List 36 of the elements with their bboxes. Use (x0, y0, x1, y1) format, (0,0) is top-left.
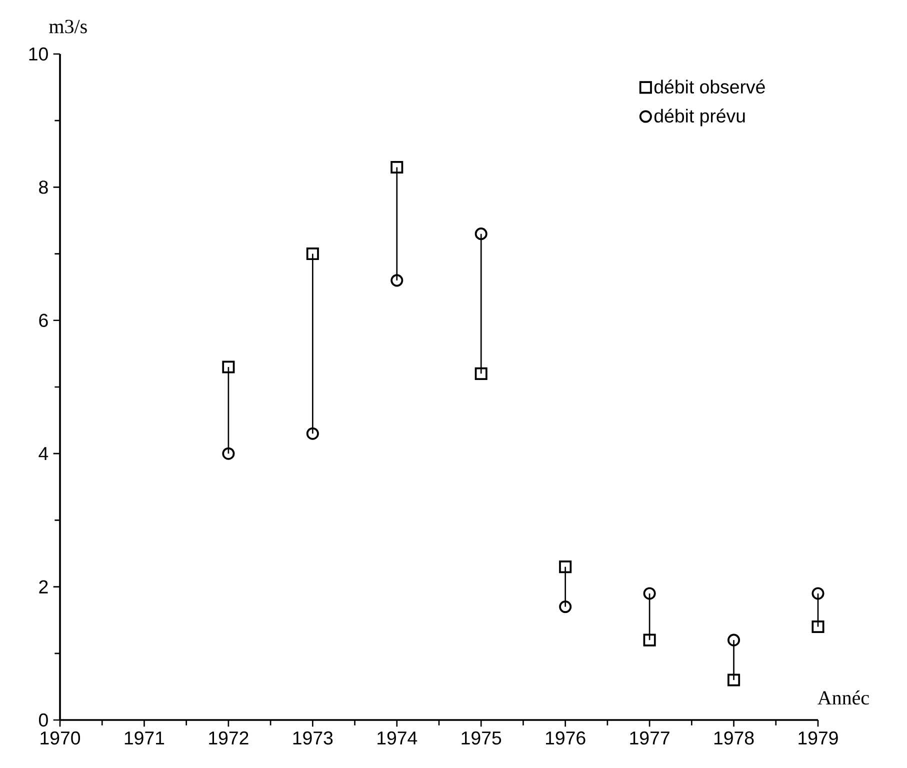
y-tick-label: 2 (39, 580, 48, 594)
x-tick-label: 1976 (546, 731, 586, 745)
x-tick-label: 1975 (462, 731, 502, 745)
point (728, 634, 740, 646)
point (390, 160, 404, 174)
point (728, 674, 740, 686)
point (306, 427, 319, 440)
point (474, 228, 488, 240)
y-tick-label: 10 (29, 47, 48, 61)
point (812, 587, 824, 600)
point (559, 600, 572, 614)
point (643, 634, 656, 646)
point (643, 587, 656, 600)
y-tick-label: 8 (39, 180, 48, 194)
x-tick-label: 1977 (630, 731, 670, 745)
point (559, 560, 572, 574)
point (222, 447, 235, 460)
x-tick-label: 1973 (293, 731, 333, 745)
y-tick-label: 4 (38, 447, 48, 460)
point (306, 248, 319, 260)
point (222, 360, 235, 374)
point (390, 274, 404, 287)
y-tick-label: 6 (39, 314, 48, 328)
x-tick-label: 1979 (798, 731, 838, 745)
y-axis-title: m3/s (49, 20, 87, 34)
y-tick-label: 0 (38, 713, 48, 727)
point (474, 367, 488, 380)
point (812, 620, 824, 634)
legend-label: débit observé (654, 80, 765, 94)
x-tick-label: 1972 (209, 731, 248, 745)
x-axis-title: Annéc (818, 690, 869, 705)
legend-label: débit prévu (654, 108, 745, 126)
x-tick-label: 1970 (40, 731, 80, 745)
x-tick-label: 1971 (124, 731, 164, 745)
x-tick-label: 1978 (714, 731, 754, 745)
x-tick-label: 1974 (378, 731, 418, 745)
